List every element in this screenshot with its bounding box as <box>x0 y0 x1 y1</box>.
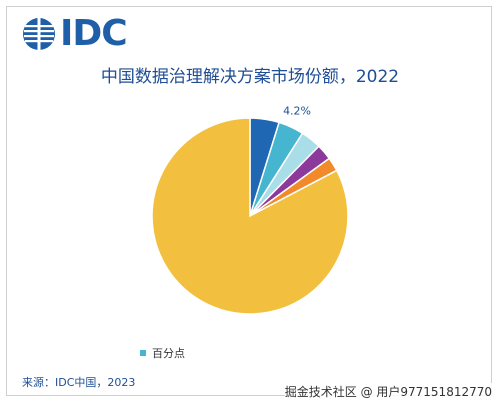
chart-title: 中国数据治理解决方案市场份额，2022 <box>100 67 400 87</box>
idc-globe-icon <box>23 18 55 50</box>
source-note: 来源：IDC中国，2023 <box>22 376 136 389</box>
pie-slice-6 <box>151 117 349 315</box>
watermark: 掘金技术社区 @ 用户977151812770 <box>284 383 492 400</box>
slice-data-label: 4.2% <box>283 104 311 117</box>
legend: 百分点 <box>140 345 185 361</box>
idc-logo: IDC <box>22 13 128 54</box>
legend-swatch <box>140 350 146 356</box>
logo-text: IDC <box>60 13 128 54</box>
legend-label: 百分点 <box>152 347 185 360</box>
